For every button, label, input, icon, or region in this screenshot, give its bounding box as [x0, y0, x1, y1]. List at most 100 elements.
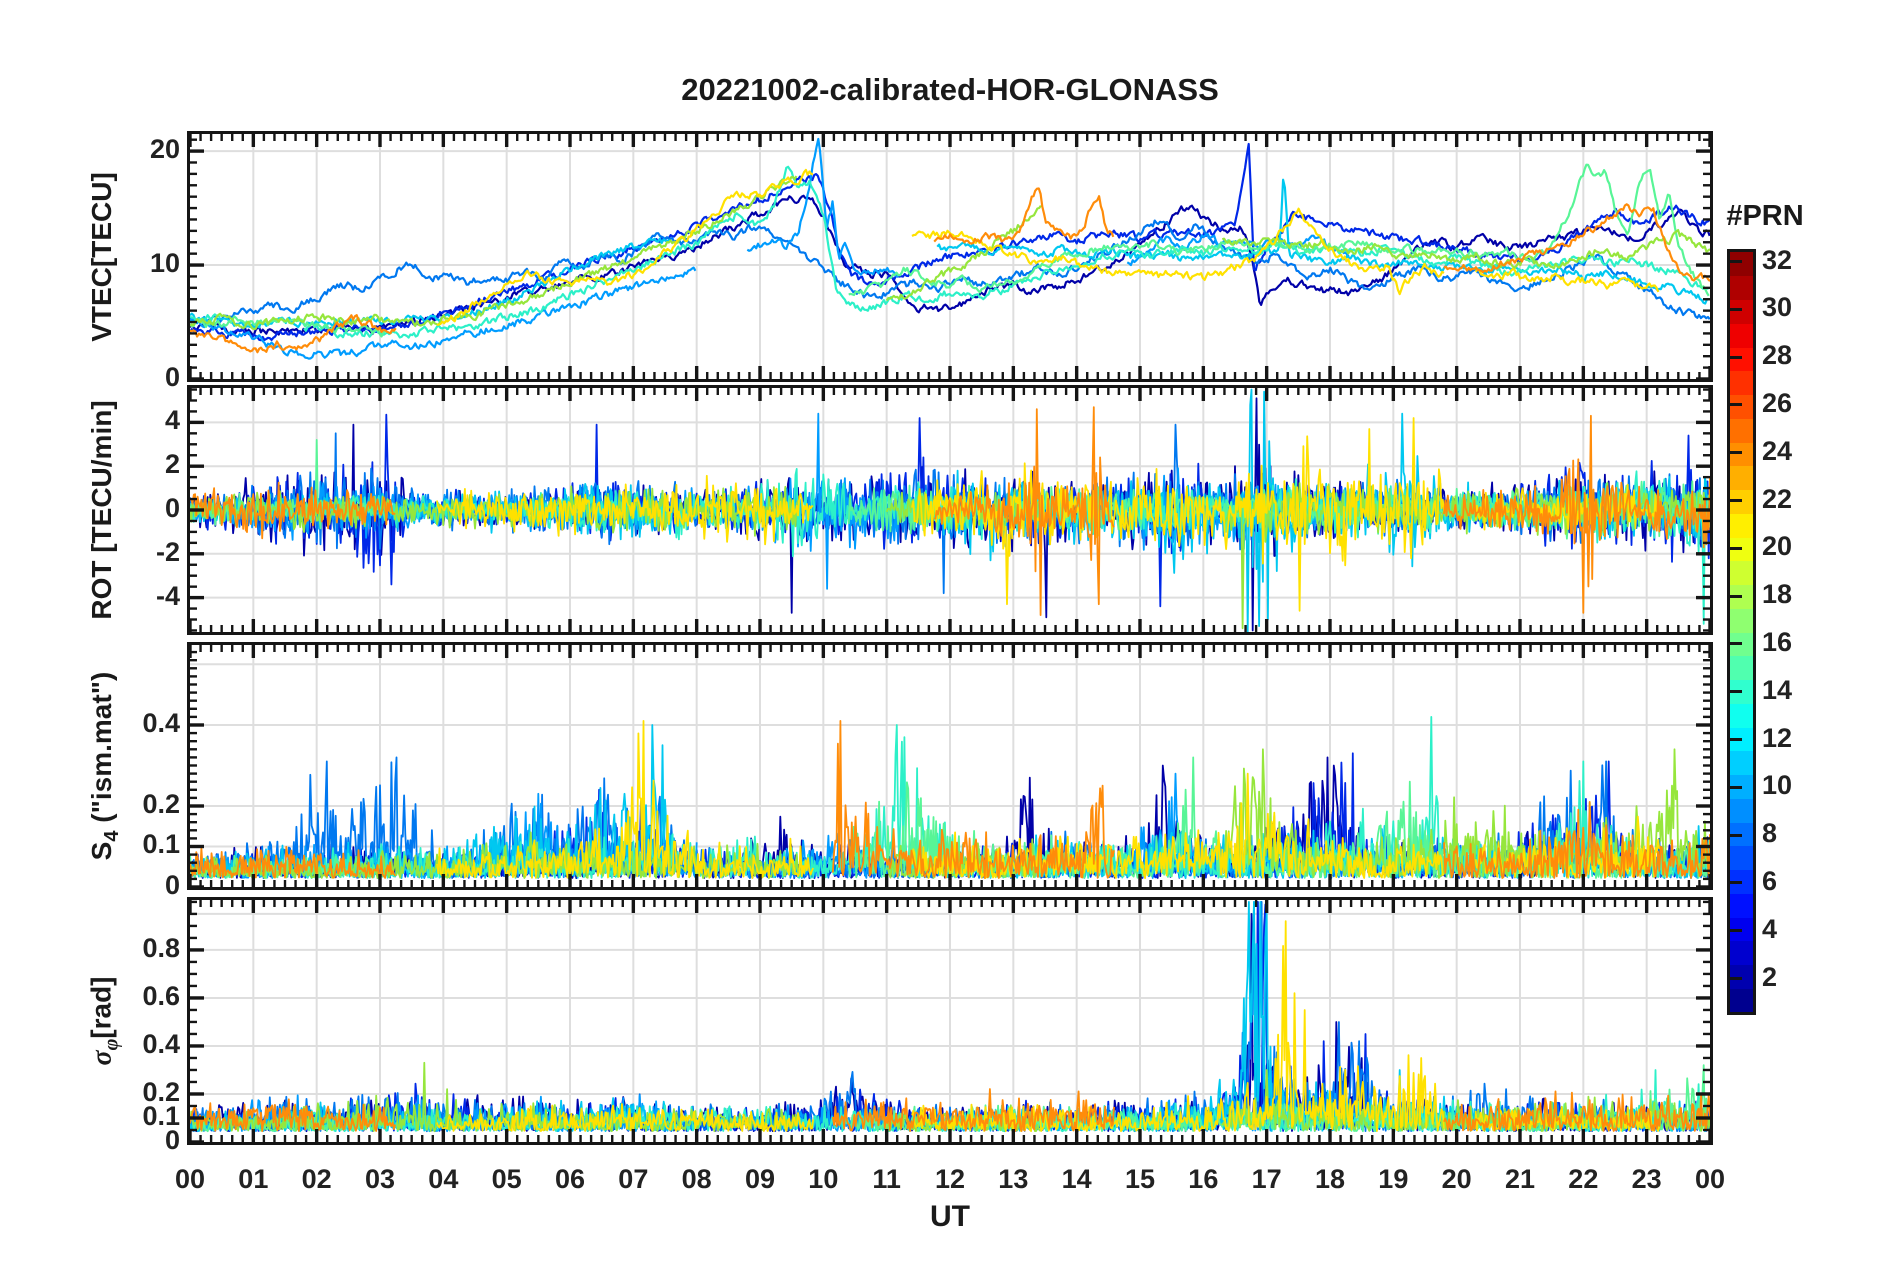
x-tick-label: 01 — [238, 1164, 269, 1194]
colorbar-tick — [1730, 546, 1742, 550]
series-prn-24-rot — [933, 406, 1115, 616]
colorbar-block-prn-1 — [1730, 988, 1753, 1012]
series-prn-24-s4 — [190, 845, 396, 879]
colorbar-block-prn-31 — [1730, 275, 1753, 300]
x-tick-label: 05 — [491, 1164, 522, 1194]
x-tick-label: 20 — [1441, 1164, 1472, 1194]
series-prn-20-vtec — [1474, 267, 1660, 293]
y-tick-label-rot: 0 — [164, 493, 180, 523]
series-group-s4 — [190, 716, 1710, 879]
y-axis-label-s4: S4 ("ism.mat") — [86, 671, 123, 861]
series-prn-20-rot — [436, 474, 814, 546]
panel-rot — [187, 385, 1713, 635]
colorbar-tick — [1730, 690, 1742, 694]
colorbar-block-prn-2 — [1730, 964, 1753, 989]
x-tick-label: 04 — [428, 1164, 459, 1194]
y-axis-label-part: ROT [TECU/min] — [86, 400, 117, 620]
x-tick-label: 21 — [1504, 1164, 1536, 1194]
series-prn-18-rot — [885, 484, 1043, 531]
series-prn-20-sigma-phi — [436, 1103, 815, 1132]
colorbar-tick — [1730, 833, 1742, 837]
series-prn-12-vtec — [190, 237, 672, 329]
series-prn-14-vtec — [190, 313, 221, 322]
colorbar-tick-label: 20 — [1762, 531, 1793, 562]
colorbar-block-prn-27 — [1730, 370, 1753, 395]
colorbar-tick — [1730, 594, 1742, 598]
y-axis-label-part: VTEC[TECU] — [86, 171, 117, 342]
colorbar-tick-label: 4 — [1762, 913, 1778, 944]
colorbar-tick — [1730, 403, 1742, 407]
y-tick-label-s4: 0.1 — [142, 829, 180, 860]
x-tick-label: 06 — [554, 1164, 586, 1194]
x-tick-label: 17 — [1251, 1164, 1282, 1194]
colorbar-block-prn-30 — [1730, 299, 1753, 324]
x-tick-label: 10 — [808, 1164, 839, 1194]
colorbar-block-prn-26 — [1730, 394, 1753, 419]
series-prn-20-vtec — [436, 168, 814, 327]
panel-plot-area-rot — [190, 388, 1710, 632]
colorbar-block-prn-19 — [1730, 560, 1753, 585]
colorbar-tick — [1730, 260, 1742, 264]
series-prn-24-vtec — [1443, 203, 1710, 282]
colorbar-tick-label: 2 — [1762, 961, 1778, 992]
x-tick-label: 09 — [744, 1164, 776, 1194]
panel-sigma-phi — [187, 897, 1713, 1145]
axis-ticks-s4 — [190, 645, 1710, 887]
series-prn-18-vtec — [190, 175, 798, 331]
axis-ticks-vtec — [190, 134, 1710, 379]
y-axis-label-vtec: VTEC[TECU] — [86, 172, 118, 342]
series-group-sigma-phi — [190, 901, 1710, 1133]
colorbar-tick-label: 10 — [1762, 770, 1793, 801]
series-group-vtec — [190, 137, 1710, 360]
x-tick-label: 13 — [998, 1164, 1029, 1194]
colorbar-tick-label: 30 — [1762, 292, 1793, 323]
y-tick-label-rot: 2 — [164, 449, 180, 480]
y-tick-label-s4: 0 — [164, 870, 180, 900]
series-prn-20-s4 — [911, 772, 1445, 879]
panel-s4 — [187, 642, 1713, 890]
y-tick-label-vtec: 20 — [149, 134, 180, 165]
colorbar-tick — [1730, 881, 1742, 885]
y-tick-label-s4: 0.4 — [142, 707, 180, 738]
colorbar-tick — [1730, 499, 1742, 503]
colorbar — [1727, 249, 1756, 1015]
colorbar-tick — [1730, 785, 1742, 789]
series-prn-24-vtec — [933, 187, 1115, 245]
series-prn-20-sigma-phi — [1474, 1106, 1661, 1132]
colorbar-tick — [1730, 977, 1742, 981]
colorbar-block-prn-17 — [1730, 608, 1753, 633]
colorbar-block-prn-32 — [1730, 252, 1753, 277]
series-prn-24-rot — [1443, 414, 1710, 614]
colorbar-block-prn-3 — [1730, 940, 1753, 965]
series-prn-20-s4 — [436, 720, 815, 879]
x-tick-label: 00 — [1694, 1164, 1726, 1194]
series-prn-24-vtec — [190, 314, 397, 354]
colorbar-tick — [1730, 738, 1742, 742]
colorbar-block-prn-9 — [1730, 798, 1753, 823]
colorbar-block-prn-13 — [1730, 703, 1753, 728]
series-prn-24-sigma-phi — [190, 1098, 397, 1133]
colorbar-tick — [1730, 451, 1742, 455]
y-axis-label-part: σ — [86, 1050, 118, 1066]
x-tick-label: 02 — [301, 1164, 332, 1194]
colorbar-tick-label: 8 — [1762, 818, 1778, 849]
x-tick-label: 03 — [364, 1164, 396, 1194]
y-tick-label-sigma-phi: 0.8 — [142, 932, 180, 963]
x-tick-label: 00 — [174, 1164, 206, 1194]
colorbar-tick-label: 22 — [1762, 483, 1793, 514]
chart-title: 20221002-calibrated-HOR-GLONASS — [681, 72, 1219, 107]
x-axis-label: UT — [930, 1200, 970, 1233]
colorbar-block-prn-25 — [1730, 418, 1753, 443]
colorbar-tick-label: 28 — [1762, 340, 1793, 371]
y-axis-label-part: 4 — [101, 830, 123, 842]
series-prn-8-vtec — [190, 219, 1710, 323]
y-axis-label-part: ("ism.mat") — [86, 671, 117, 831]
colorbar-block-prn-23 — [1730, 465, 1753, 490]
x-tick-label: 23 — [1631, 1164, 1662, 1194]
colorbar-tick-label: 12 — [1762, 722, 1793, 753]
x-tick-label: 18 — [1314, 1164, 1346, 1194]
series-prn-14-vtec — [303, 165, 1709, 339]
x-tick-label: 08 — [681, 1164, 712, 1194]
y-tick-label-sigma-phi: 0 — [164, 1125, 180, 1155]
